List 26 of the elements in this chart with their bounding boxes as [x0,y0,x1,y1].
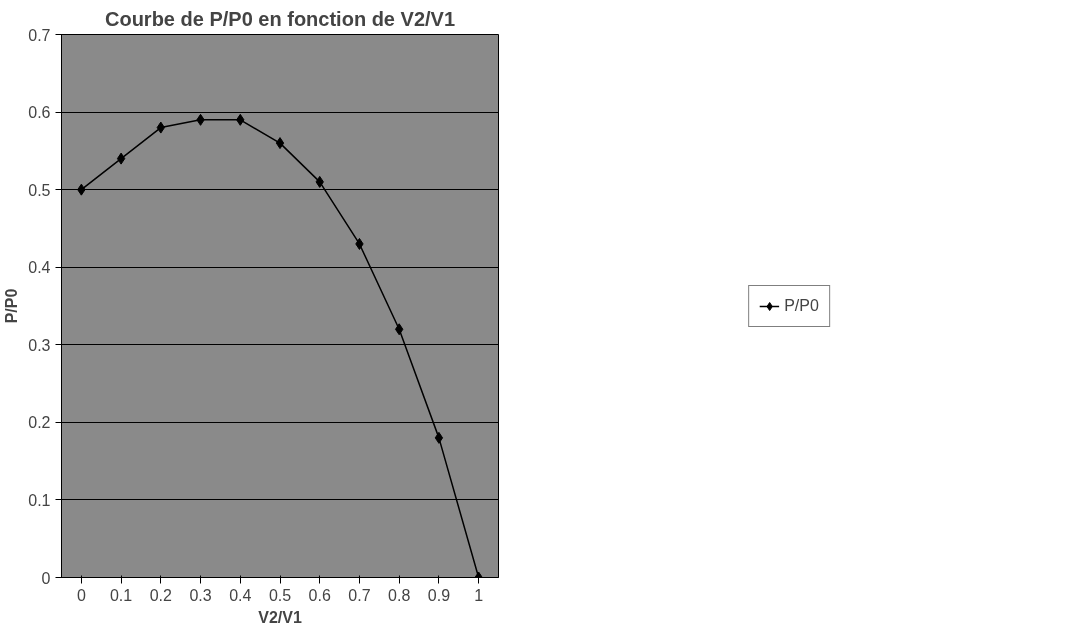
y-tick-label: 0 [41,569,51,587]
y-axis-title: P/P0 [3,288,21,324]
y-tick-label: 0.5 [28,181,51,199]
x-tick-label: 0.3 [189,586,212,604]
x-tick-label: 0.8 [388,586,411,604]
y-tick-label: 0.6 [28,104,51,122]
legend-label: P/P0 [784,296,819,315]
x-tick-label: 1 [474,586,484,604]
x-tick-label: 0.7 [348,586,371,604]
x-tick-label: 0.6 [308,586,331,604]
x-tick-label: 0.4 [229,586,252,604]
y-tick-label: 0.1 [28,491,51,509]
y-tick-label: 0.2 [28,414,51,432]
chart-title: Courbe de P/P0 en fonction de V2/V1 [104,7,456,30]
point [434,431,444,444]
x-tick-label: 0.5 [268,586,292,604]
x-tick-label: 0.2 [149,586,173,604]
x-tick-label: 0.9 [427,586,451,604]
y-tick-label: 0.4 [28,259,51,277]
x-axis-title: V2/V1 [258,608,302,626]
x-tick-label: 0.1 [109,586,133,604]
point [116,152,126,165]
y-tick-label: 0.3 [28,336,51,354]
x-tick-label: 0 [76,586,86,604]
y-tick-label: 0.7 [28,26,51,44]
point [275,137,285,150]
